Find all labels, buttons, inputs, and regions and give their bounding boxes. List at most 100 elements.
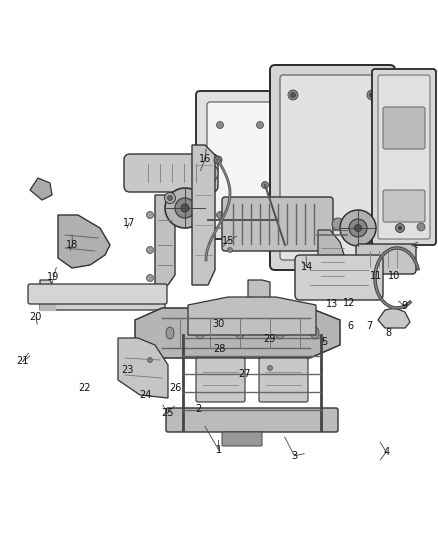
Text: 1: 1 xyxy=(216,446,222,455)
Circle shape xyxy=(347,263,357,272)
Text: 6: 6 xyxy=(347,321,353,331)
Circle shape xyxy=(340,210,376,246)
Circle shape xyxy=(146,212,153,219)
FancyBboxPatch shape xyxy=(259,358,308,402)
Text: 22: 22 xyxy=(78,383,90,393)
Circle shape xyxy=(417,223,425,231)
Text: 23: 23 xyxy=(121,366,133,375)
Circle shape xyxy=(398,226,402,230)
Ellipse shape xyxy=(276,327,284,339)
Text: 21: 21 xyxy=(17,357,29,366)
Text: 11: 11 xyxy=(370,271,382,281)
Polygon shape xyxy=(40,280,165,310)
FancyBboxPatch shape xyxy=(383,190,425,222)
Text: 28: 28 xyxy=(214,344,226,354)
FancyBboxPatch shape xyxy=(196,91,289,239)
Text: 19: 19 xyxy=(47,272,60,282)
FancyBboxPatch shape xyxy=(207,102,278,228)
Text: 17: 17 xyxy=(123,218,135,228)
Ellipse shape xyxy=(166,327,174,339)
Circle shape xyxy=(216,212,223,219)
Circle shape xyxy=(146,246,153,254)
Text: 9: 9 xyxy=(402,302,408,311)
FancyBboxPatch shape xyxy=(378,75,430,239)
Text: 7: 7 xyxy=(367,321,373,331)
Text: 5: 5 xyxy=(321,337,327,347)
Text: 29: 29 xyxy=(264,334,276,344)
Circle shape xyxy=(349,219,367,237)
Circle shape xyxy=(290,93,296,98)
Polygon shape xyxy=(118,338,168,398)
Polygon shape xyxy=(30,178,52,200)
Circle shape xyxy=(214,156,222,164)
Text: 30: 30 xyxy=(212,319,224,329)
Circle shape xyxy=(216,122,223,128)
FancyBboxPatch shape xyxy=(196,358,245,402)
Polygon shape xyxy=(155,195,175,285)
Circle shape xyxy=(288,238,298,248)
Ellipse shape xyxy=(311,327,319,339)
Text: 3: 3 xyxy=(291,451,297,461)
Circle shape xyxy=(354,224,361,231)
Polygon shape xyxy=(378,308,410,328)
Text: 18: 18 xyxy=(66,240,78,250)
Text: 15: 15 xyxy=(222,236,234,246)
Circle shape xyxy=(261,182,268,189)
Text: 25: 25 xyxy=(161,408,173,418)
Circle shape xyxy=(350,266,354,270)
Text: 8: 8 xyxy=(385,328,391,338)
Circle shape xyxy=(268,366,272,370)
Polygon shape xyxy=(318,230,348,292)
FancyBboxPatch shape xyxy=(372,69,436,245)
Circle shape xyxy=(290,240,296,246)
Circle shape xyxy=(167,196,173,200)
Text: 26: 26 xyxy=(169,383,181,393)
Circle shape xyxy=(146,274,153,281)
Circle shape xyxy=(148,358,152,362)
Circle shape xyxy=(396,223,405,232)
Ellipse shape xyxy=(196,327,204,339)
Circle shape xyxy=(370,93,374,98)
Text: 16: 16 xyxy=(199,154,211,164)
Text: 12: 12 xyxy=(343,298,355,308)
Polygon shape xyxy=(135,308,340,358)
FancyBboxPatch shape xyxy=(166,408,338,432)
Circle shape xyxy=(257,122,264,128)
Text: 13: 13 xyxy=(326,299,338,309)
Circle shape xyxy=(175,198,195,218)
Circle shape xyxy=(367,90,377,100)
Polygon shape xyxy=(188,297,316,335)
Circle shape xyxy=(227,247,233,253)
Text: 27: 27 xyxy=(238,369,251,379)
FancyBboxPatch shape xyxy=(295,255,383,300)
Circle shape xyxy=(165,192,176,204)
Circle shape xyxy=(367,238,377,248)
FancyBboxPatch shape xyxy=(383,107,425,149)
Circle shape xyxy=(335,267,341,273)
FancyBboxPatch shape xyxy=(356,244,416,274)
FancyBboxPatch shape xyxy=(270,65,395,270)
FancyBboxPatch shape xyxy=(28,284,167,304)
Polygon shape xyxy=(248,280,270,310)
Circle shape xyxy=(332,285,338,291)
FancyBboxPatch shape xyxy=(222,197,333,251)
Polygon shape xyxy=(40,295,55,310)
Polygon shape xyxy=(58,215,110,268)
Text: 4: 4 xyxy=(383,447,389,457)
Circle shape xyxy=(288,90,298,100)
Circle shape xyxy=(332,218,344,230)
Text: 2: 2 xyxy=(195,405,201,414)
Circle shape xyxy=(181,204,189,212)
Polygon shape xyxy=(192,145,215,285)
Circle shape xyxy=(257,212,264,219)
Circle shape xyxy=(198,163,218,183)
Circle shape xyxy=(165,188,205,228)
Text: 10: 10 xyxy=(388,271,400,281)
Text: 20: 20 xyxy=(30,312,42,322)
FancyBboxPatch shape xyxy=(222,432,262,446)
Text: 14: 14 xyxy=(300,262,313,271)
FancyBboxPatch shape xyxy=(124,154,218,192)
FancyBboxPatch shape xyxy=(280,75,385,260)
Circle shape xyxy=(370,240,374,246)
Ellipse shape xyxy=(236,327,244,339)
